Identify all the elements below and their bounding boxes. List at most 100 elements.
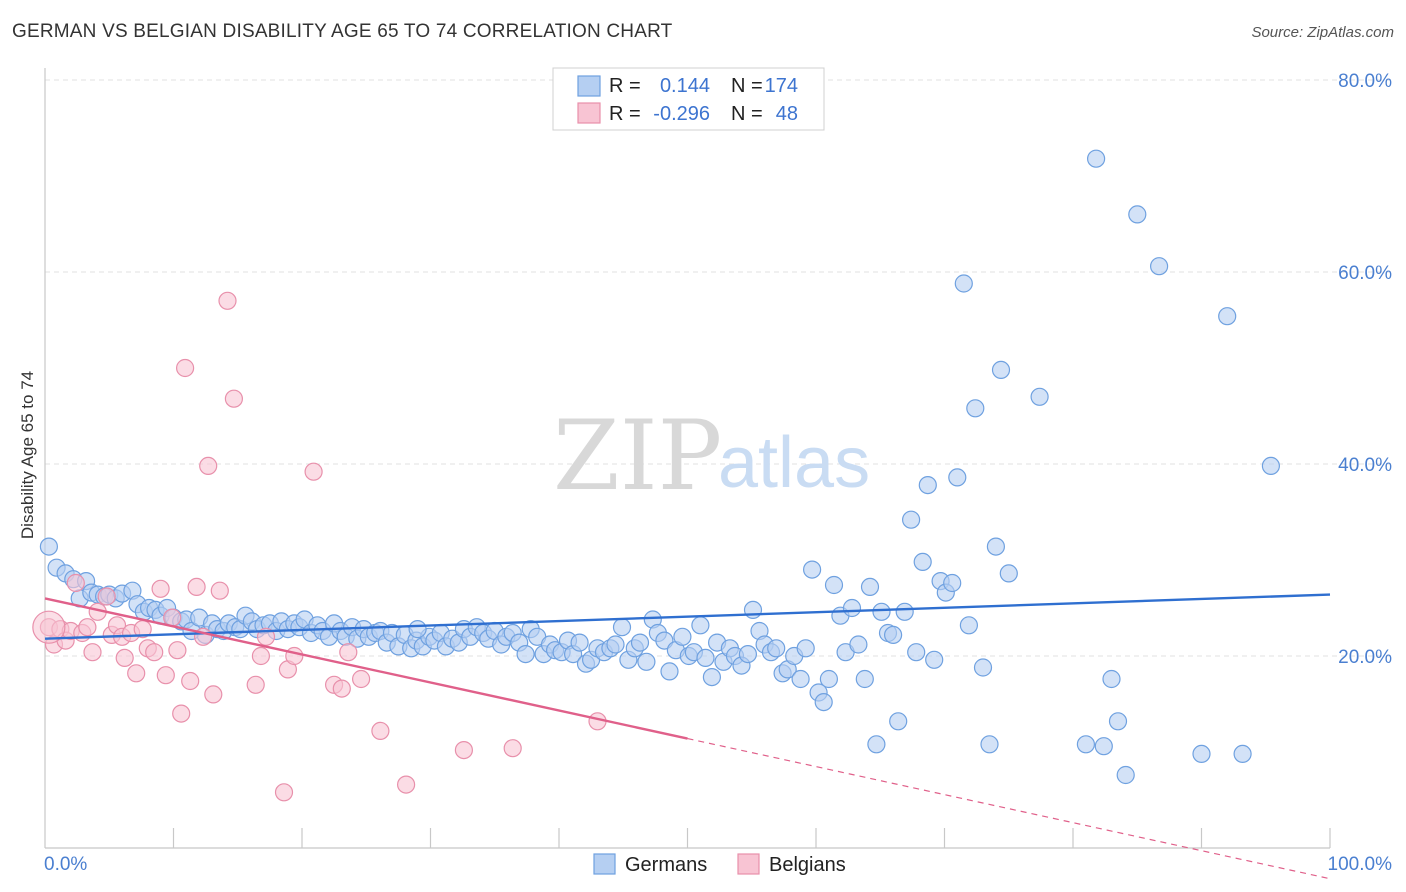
legend-swatch-germans [577, 75, 601, 97]
germans-point [872, 602, 891, 621]
belgians-point [163, 608, 182, 627]
germans-point [948, 468, 967, 487]
germans-point [802, 560, 822, 579]
germans-point [637, 652, 656, 671]
germans-point [516, 644, 535, 664]
legend-r-label-belgians: R = [609, 103, 641, 125]
belgians-point [397, 775, 416, 794]
legend-n-label-germans: N = [731, 75, 763, 97]
watermark-zip: ZIP [553, 400, 722, 512]
germans-point [883, 625, 903, 645]
series-legend-label-germans: Germans [625, 854, 707, 876]
germans-point [901, 510, 921, 529]
belgians-point [246, 675, 265, 694]
series-legend: Germans Belgians [593, 853, 846, 876]
germans-point [907, 643, 926, 662]
chart-source: Source: ZipAtlas.com [1251, 24, 1394, 41]
belgians-point [304, 462, 323, 481]
legend-r-value-germans: 0.144 [660, 75, 710, 97]
belgians-point [218, 291, 237, 310]
correlation-legend: R = 0.144 N = 174 R = -0.296 N = 48 [552, 67, 825, 131]
belgians-point [145, 643, 164, 662]
germans-point [612, 618, 632, 637]
belgians-point [204, 685, 223, 704]
germans-point [959, 616, 979, 635]
legend-r-value-belgians: -0.296 [653, 103, 710, 125]
germans-point [660, 662, 679, 681]
germans-point [691, 616, 710, 635]
germans-point [918, 476, 937, 495]
belgians-trend-line [44, 597, 688, 740]
germans-point [842, 598, 862, 618]
germans-point [1192, 744, 1211, 764]
germans-point [966, 399, 985, 418]
legend-r-label-germans: R = [609, 75, 641, 97]
germans-point [738, 644, 758, 664]
belgians-point [97, 587, 116, 606]
belgians-point [151, 579, 170, 598]
grid-lines [45, 79, 1392, 657]
germans-point [1094, 737, 1113, 756]
belgians-point [256, 627, 276, 646]
germans-point [1076, 735, 1096, 754]
germans-point [743, 600, 763, 620]
belgians-point [454, 740, 473, 760]
germans-point [673, 627, 692, 646]
germans-point [1102, 669, 1121, 689]
germans-point [954, 274, 973, 293]
legend-n-value-germans: 174 [765, 75, 798, 97]
germans-point [630, 633, 650, 652]
chart-title: GERMAN VS BELGIAN DISABILITY AGE 65 TO 7… [12, 21, 673, 42]
belgians-point [115, 648, 134, 668]
x-tick-label-max: 100.0% [1328, 854, 1393, 875]
germans-point [796, 639, 815, 658]
germans-point [767, 639, 786, 658]
belgians-point [181, 671, 200, 691]
germans-point [973, 658, 993, 677]
belgians-point [285, 646, 304, 666]
belgians-point [83, 643, 102, 662]
germans-point [814, 692, 833, 712]
belgians-point [339, 643, 358, 662]
belgians-points [32, 291, 607, 802]
germans-point [1108, 712, 1128, 731]
belgians-point [187, 577, 206, 597]
belgians-point [224, 389, 243, 408]
germans-point [824, 575, 844, 595]
belgians-point-large [32, 610, 66, 644]
germans-point [1233, 744, 1252, 764]
x-ticks [172, 828, 1331, 848]
germans-point [39, 537, 59, 556]
y-tick-label: 20.0% [1338, 647, 1392, 668]
germans-point [408, 619, 427, 639]
trend-lines [44, 593, 1331, 880]
germans-trend-line [44, 593, 1331, 640]
germans-point [855, 669, 874, 689]
germans-point [913, 552, 932, 572]
germans-point [819, 669, 839, 689]
series-legend-swatch-belgians [737, 853, 760, 875]
germans-point [791, 669, 810, 689]
belgians-point [127, 664, 146, 683]
legend-n-label-belgians: N = [731, 103, 763, 125]
x-tick-label-min: 0.0% [44, 854, 87, 875]
y-tick-label: 80.0% [1338, 71, 1392, 92]
belgians-point [168, 641, 187, 660]
germans-point [1116, 765, 1135, 785]
series-legend-swatch-germans [593, 853, 616, 875]
germans-point [860, 577, 880, 597]
belgians-point [176, 358, 195, 378]
germans-point [606, 635, 625, 654]
germans-point [986, 537, 1006, 556]
belgians-point [210, 581, 229, 600]
belgians-point [371, 721, 390, 741]
germans-point [1218, 307, 1237, 326]
germans-point [980, 735, 999, 754]
belgians-point [199, 456, 218, 475]
belgians-point [251, 646, 270, 666]
series-legend-label-belgians: Belgians [769, 854, 846, 876]
y-tick-label: 60.0% [1338, 263, 1392, 284]
germans-point [991, 360, 1011, 379]
belgians-point [332, 679, 351, 698]
